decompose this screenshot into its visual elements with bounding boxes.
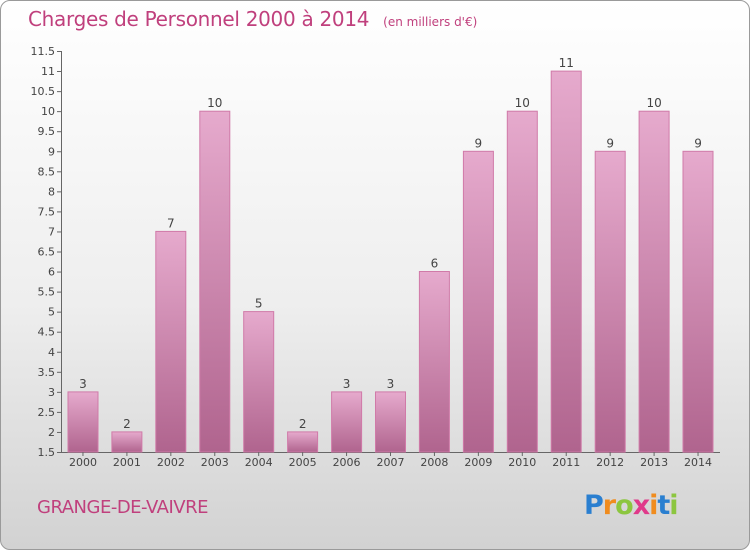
x-tick-label-2009: 2009: [464, 456, 492, 469]
data-label-2001: 2: [123, 417, 131, 431]
x-tick-label-2010: 2010: [508, 456, 536, 469]
y-tick-label: 8: [48, 185, 55, 198]
bar-2010: [506, 110, 538, 453]
data-label-2000: 3: [79, 377, 87, 391]
bar-2006: [331, 391, 363, 453]
y-tick-label: 11.5: [31, 45, 56, 58]
y-tick-label: 1.5: [38, 446, 56, 459]
y-tick-label: 5.5: [38, 286, 56, 299]
data-label-2007: 3: [387, 377, 395, 391]
data-label-2011: 11: [559, 56, 574, 70]
data-label-2008: 6: [431, 257, 439, 271]
brand-logo-letter: i: [649, 490, 658, 521]
x-tick-label-2005: 2005: [289, 456, 317, 469]
y-tick-label: 4.5: [38, 326, 56, 339]
x-axis-ticks: 2000 2001 2002 2003 2004 2005 2006 2007 2008 2009…: [69, 452, 712, 469]
data-label-2009: 9: [475, 136, 483, 150]
data-label-2012: 9: [606, 136, 614, 150]
brand-logo: Proxiti: [584, 490, 679, 521]
commune-name: GRANGE-DE-VAIVRE: [37, 497, 208, 518]
brand-logo-letter: o: [615, 490, 634, 521]
y-tick-label: 11: [41, 65, 55, 78]
data-label-2014: 9: [694, 136, 702, 150]
y-tick-label: 7: [48, 225, 55, 238]
bar-2004: [243, 311, 275, 453]
bars-group: [67, 70, 714, 453]
brand-logo-letter: x: [632, 490, 650, 521]
brand-logo-letter: i: [669, 490, 678, 521]
bar-2013: [638, 110, 670, 453]
x-tick-label-2012: 2012: [596, 456, 624, 469]
data-label-2004: 5: [255, 297, 263, 311]
x-tick-label-2008: 2008: [420, 456, 448, 469]
data-label-2002: 7: [167, 216, 175, 230]
bar-2007: [375, 391, 406, 453]
bar-2000: [67, 391, 99, 453]
y-tick-label: 10: [41, 105, 55, 118]
title-row: Charges de Personnel 2000 à 2014 (en mill…: [28, 7, 477, 31]
x-tick-label-2013: 2013: [640, 456, 668, 469]
bar-2002: [155, 230, 187, 453]
x-tick-label-2003: 2003: [201, 456, 229, 469]
x-tick-label-2000: 2000: [69, 456, 97, 469]
y-tick-label: 6: [48, 266, 55, 279]
y-tick-label: 3.5: [38, 366, 56, 379]
data-label-2005: 2: [299, 417, 307, 431]
y-tick-label: 5: [48, 306, 55, 319]
data-label-2006: 3: [343, 377, 351, 391]
y-axis-ticks: 1.5 2 2.5 3 3.5 4 4.5 5 5.5 6 6.5 7 7.5 8 8.5 9 9.5 10 10.…: [31, 45, 61, 459]
y-tick-label: 2: [48, 426, 55, 439]
y-tick-label: 9.5: [38, 125, 56, 138]
x-tick-label-2007: 2007: [377, 456, 405, 469]
y-tick-label: 2.5: [38, 406, 56, 419]
x-tick-label-2006: 2006: [333, 456, 361, 469]
x-tick-label-2001: 2001: [113, 456, 141, 469]
y-tick-label: 7.5: [38, 205, 56, 218]
bar-2005: [287, 431, 319, 453]
chart-subtitle: (en milliers d'€): [383, 15, 478, 29]
bar-2001: [111, 431, 143, 453]
y-tick-label: 6.5: [38, 246, 56, 259]
data-labels-group: 3 2 7 10 5 2 3 3 6 9 10 11 9 10 9: [79, 56, 702, 431]
brand-logo-letter: t: [657, 490, 670, 521]
y-tick-label: 3: [48, 386, 55, 399]
x-tick-label-2002: 2002: [157, 456, 185, 469]
bar-2003: [199, 110, 231, 453]
bar-2012: [594, 150, 626, 453]
y-tick-label: 10.5: [31, 85, 56, 98]
x-tick-label-2011: 2011: [552, 456, 580, 469]
y-tick-label: 4: [48, 346, 55, 359]
bar-2014: [682, 150, 714, 453]
data-label-2013: 10: [646, 96, 661, 110]
chart-title: Charges de Personnel 2000 à 2014: [28, 7, 370, 31]
bar-2011: [550, 70, 582, 453]
y-tick-label: 8.5: [38, 165, 56, 178]
y-tick-label: 9: [48, 145, 55, 158]
bar-2008: [418, 271, 450, 453]
data-label-2010: 10: [515, 96, 530, 110]
x-tick-label-2014: 2014: [684, 456, 712, 469]
brand-logo-letter: P: [584, 490, 604, 521]
data-label-2003: 10: [207, 96, 222, 110]
x-tick-label-2004: 2004: [245, 456, 273, 469]
bar-2009: [462, 150, 494, 453]
brand-logo-letter: r: [602, 490, 616, 521]
